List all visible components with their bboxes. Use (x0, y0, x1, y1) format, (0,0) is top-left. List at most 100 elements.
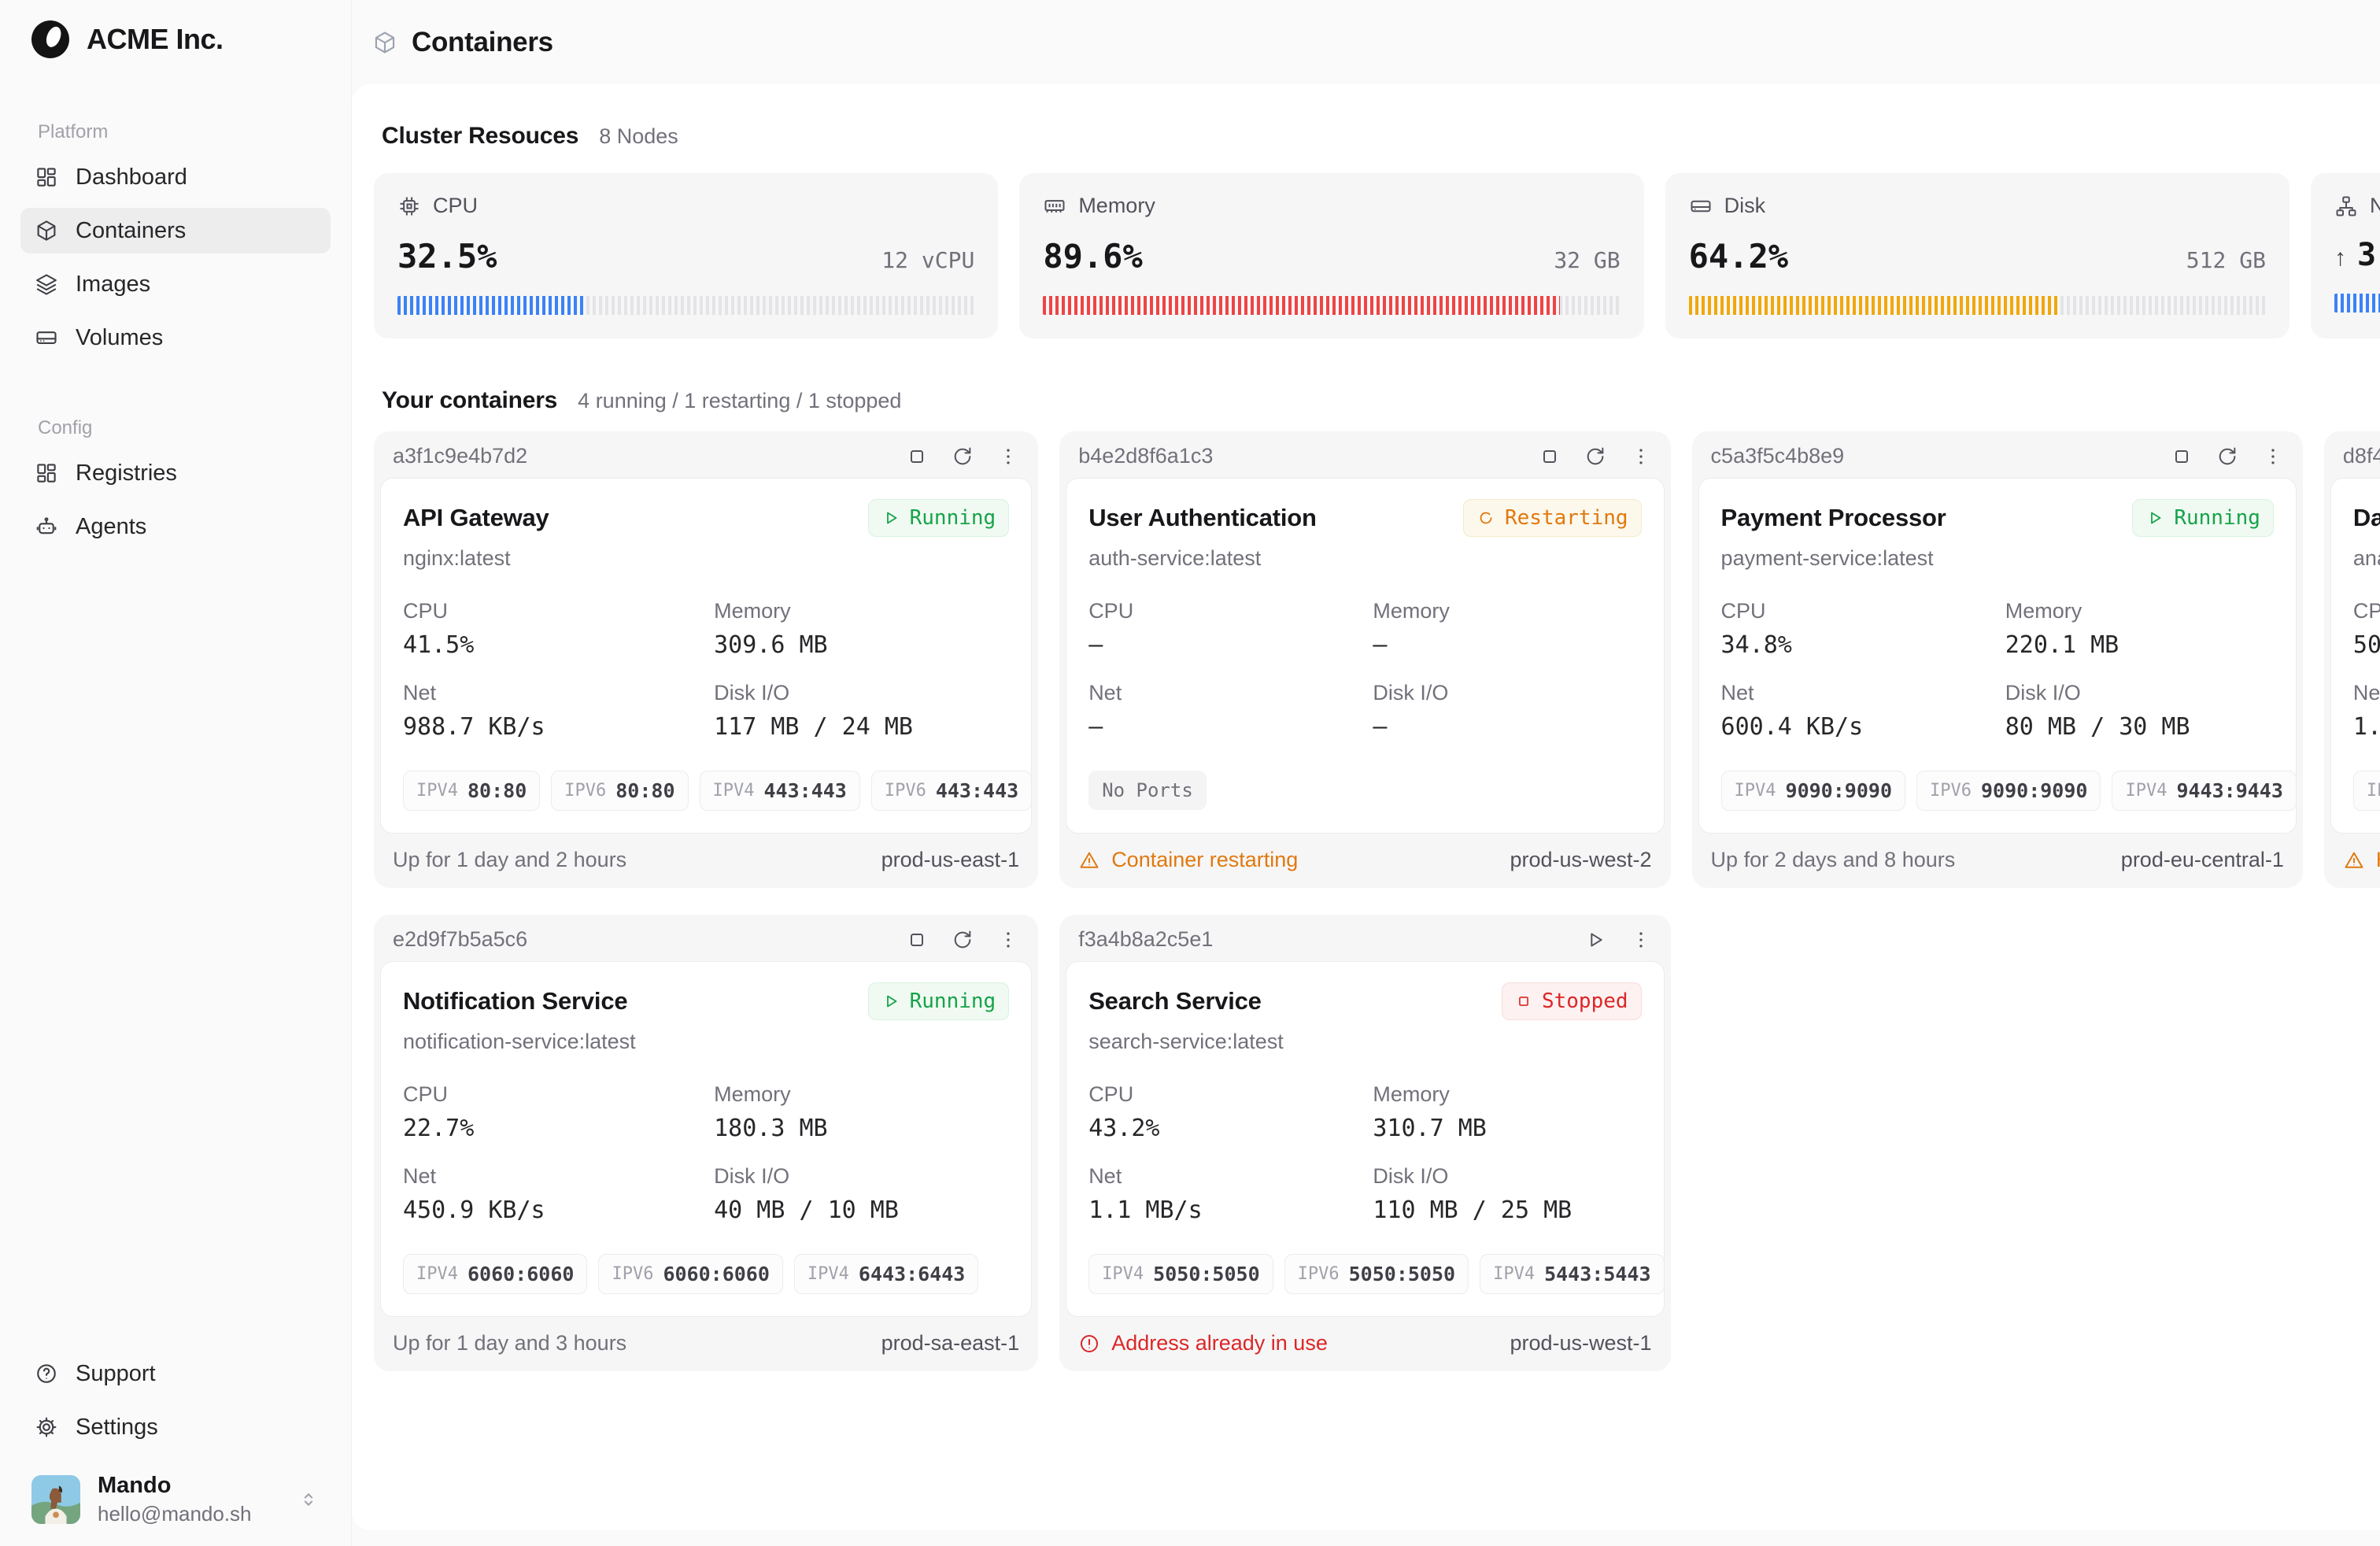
container-name: Search Service (1088, 987, 1262, 1015)
resource-label: Memory (1078, 194, 1155, 218)
help-circle-icon (35, 1362, 58, 1385)
warning-triangle-icon (2343, 849, 2365, 871)
memory-value: 309.6 MB (714, 631, 1009, 659)
containers-summary: 4 running / 1 restarting / 1 stopped (578, 389, 901, 413)
region-text: prod-us-west-2 (1510, 848, 1651, 872)
ports-row: IPV45050:5050 IPV65050:5050 IPV45443:544… (1088, 1254, 1664, 1294)
config-nav: Registries Agents (0, 450, 351, 557)
stop-icon (906, 446, 928, 468)
stop-button[interactable] (906, 929, 928, 951)
restart-button[interactable] (2216, 446, 2238, 468)
port-chip: IPV66060:6060 (598, 1254, 782, 1294)
disk-value: 117 MB / 24 MB (714, 713, 1009, 741)
stop-button[interactable] (906, 446, 928, 468)
disk-usage-bar (1689, 296, 2266, 315)
sidebar-item-dashboard[interactable]: Dashboard (20, 154, 331, 200)
restart-button[interactable] (952, 446, 974, 468)
container-image: nginx:latest (403, 546, 1009, 571)
sidebar-item-support[interactable]: Support (20, 1351, 331, 1396)
cpu-value: 41.5% (403, 631, 698, 659)
kebab-menu-icon (997, 446, 1019, 468)
more-button[interactable] (2262, 446, 2284, 468)
sidebar-section-platform: Platform (38, 121, 351, 143)
warning-triangle-icon (1078, 849, 1100, 871)
resource-label: Network (2370, 194, 2380, 218)
sidebar-item-label: Volumes (76, 325, 163, 351)
user-email: hello@mando.sh (98, 1502, 280, 1526)
net-value: 1.2 MB/s (2353, 713, 2380, 741)
disk-usage-value: 64.2% (1689, 237, 1788, 276)
container-card-api-gateway: a3f1c9e4b7d2 API Gateway Running (374, 431, 1038, 888)
stop-button[interactable] (2171, 446, 2193, 468)
hard-drive-icon (35, 326, 58, 350)
status-badge: Stopped (1502, 982, 1642, 1020)
sidebar-item-containers[interactable]: Containers (20, 208, 331, 253)
warning-text: High memory usage (2343, 848, 2380, 872)
container-image: search-service:latest (1088, 1030, 1641, 1054)
net-value: 450.9 KB/s (403, 1196, 698, 1224)
sidebar-section-config: Config (38, 417, 351, 439)
cpu-value: – (1088, 631, 1357, 659)
warning-text: Container restarting (1078, 848, 1298, 872)
port-chip: IPV65050:5050 (1284, 1254, 1469, 1294)
cpu-chip-icon (397, 194, 421, 218)
topbar: Containers New Container ↵ (352, 0, 2380, 84)
status-badge: Running (2132, 499, 2274, 537)
port-chip: IPV46060:6060 (403, 1254, 587, 1294)
more-button[interactable] (1630, 929, 1652, 951)
stop-button[interactable] (1539, 446, 1561, 468)
more-button[interactable] (997, 446, 1019, 468)
restart-button[interactable] (952, 929, 974, 951)
user-menu[interactable]: Mando hello@mando.sh (20, 1470, 331, 1529)
sidebar-item-volumes[interactable]: Volumes (20, 315, 331, 361)
sidebar-item-agents[interactable]: Agents (20, 504, 331, 549)
arrow-up-icon: ↑ (2334, 245, 2346, 272)
more-button[interactable] (997, 929, 1019, 951)
ports-row: IPV49090:9090 IPV69090:9090 IPV49443:944… (1721, 771, 2297, 811)
container-name: Payment Processor (1721, 504, 1946, 532)
sidebar-item-registries[interactable]: Registries (20, 450, 331, 496)
containers-title: Your containers (382, 387, 557, 414)
container-image: payment-service:latest (1721, 546, 2274, 571)
memory-usage-value: 89.6% (1043, 237, 1142, 276)
ports-row: No Ports (1088, 771, 1664, 810)
brand-name: ACME Inc. (87, 23, 224, 56)
container-card-data-analytics: d8f4e8f1c7b4 Data Analytics Running (2324, 431, 2380, 888)
disk-value: 80 MB / 30 MB (2005, 713, 2274, 741)
port-chip: IPV46443:6443 (794, 1254, 978, 1294)
memory-usage-bar (1043, 296, 1620, 315)
kebab-menu-icon (1630, 446, 1652, 468)
disk-icon (1689, 194, 1713, 218)
container-id: c5a3f5c4b8e9 (1711, 444, 1845, 468)
ports-row: IPV46060:6060 IPV66060:6060 IPV46443:644… (403, 1254, 1032, 1294)
bot-icon (35, 515, 58, 538)
network-usage-bar (2334, 294, 2380, 313)
port-chip: IPV49443:9443 (2112, 771, 2296, 811)
user-info: Mando hello@mando.sh (98, 1473, 280, 1526)
restart-button[interactable] (1584, 446, 1606, 468)
cube-icon (35, 219, 58, 242)
container-id: a3f1c9e4b7d2 (393, 444, 527, 468)
no-ports-chip: No Ports (1088, 771, 1207, 810)
page-title-text: Containers (412, 27, 553, 58)
cpu-resource-card: CPU 32.5% 12 vCPU (374, 173, 998, 338)
more-button[interactable] (1630, 446, 1652, 468)
port-chip: IPV4443:443 (700, 771, 860, 811)
region-text: prod-eu-central-1 (2121, 848, 2284, 872)
container-name: API Gateway (403, 504, 549, 532)
dashboard-icon (35, 165, 58, 189)
memory-value: 180.3 MB (714, 1115, 1009, 1142)
cluster-header: Cluster Resouces 8 Nodes 1h 4h 1d 7d 30d (374, 103, 2380, 162)
sidebar-item-settings[interactable]: Settings (20, 1404, 331, 1450)
kebab-menu-icon (2262, 446, 2284, 468)
restart-icon (2216, 446, 2238, 468)
sidebar-item-images[interactable]: Images (20, 261, 331, 307)
start-button[interactable] (1584, 929, 1606, 951)
ports-row: IPV480:80 IPV680:80 IPV4443:443 IPV6443:… (403, 771, 1032, 811)
uptime-text: Up for 1 day and 3 hours (393, 1331, 626, 1356)
main: Containers New Container ↵ Cluster Resou… (352, 0, 2380, 1546)
spinner-icon (1476, 509, 1495, 527)
stop-icon (1515, 993, 1532, 1010)
container-image: analytics-service:latest (2353, 546, 2380, 571)
sidebar-item-label: Containers (76, 218, 186, 244)
